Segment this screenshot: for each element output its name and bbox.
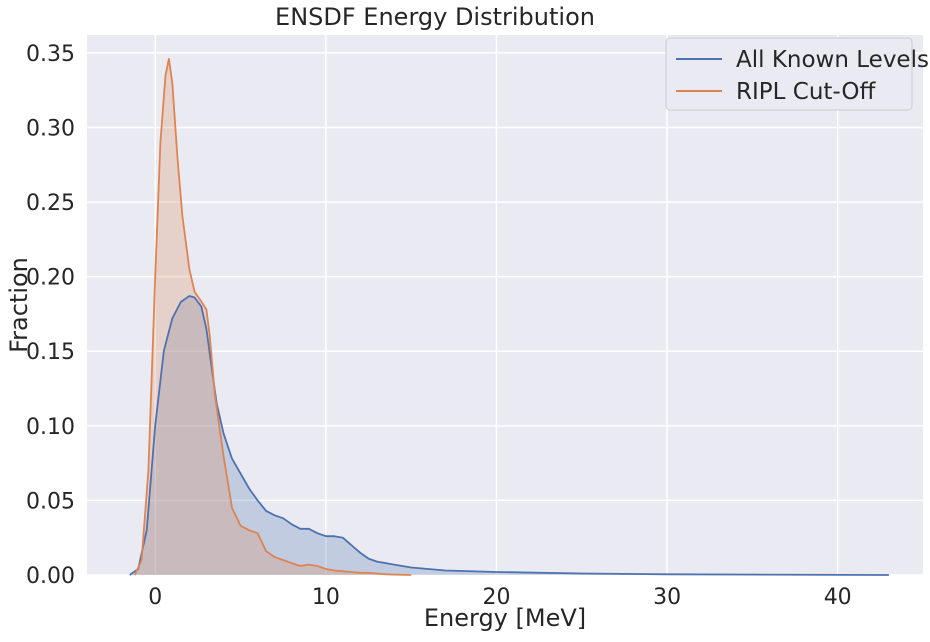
legend: All Known Levels RIPL Cut-Off xyxy=(665,37,929,111)
y-tick-label: 0.25 xyxy=(26,191,75,216)
legend-label-ripl-cut-off: RIPL Cut-Off xyxy=(736,79,876,105)
y-tick-label: 0.05 xyxy=(26,489,75,514)
plot-background xyxy=(87,35,923,575)
series-area-0 xyxy=(129,296,889,575)
x-tick-label: 40 xyxy=(824,585,852,610)
x-tick-label: 30 xyxy=(653,585,681,610)
x-tick-label: 10 xyxy=(312,585,340,610)
legend-label-all-known-levels: All Known Levels xyxy=(736,47,929,73)
series-line-0 xyxy=(129,295,889,576)
x-axis-title: Energy [MeV] xyxy=(424,604,586,632)
area-layer xyxy=(129,58,889,575)
tick-layer: 0 10 20 30 40 0.00 0.05 0.10 0.15 0.20 0.25 0.30 0.3… xyxy=(26,42,852,610)
y-axis-title: Fraction xyxy=(5,257,33,353)
y-tick-label: 0.15 xyxy=(26,340,75,365)
y-tick-label: 0.30 xyxy=(26,116,75,141)
series-area-1 xyxy=(134,58,412,575)
grid-layer xyxy=(87,35,923,576)
chart-title: ENSDF Energy Distribution xyxy=(275,3,595,31)
legend-box xyxy=(665,37,913,111)
x-tick-label: 20 xyxy=(482,585,510,610)
y-tick-label: 0.10 xyxy=(26,415,75,440)
y-tick-label: 0.20 xyxy=(26,266,75,291)
line-layer xyxy=(129,58,889,576)
x-tick-label: 0 xyxy=(148,585,162,610)
y-tick-label: 0.35 xyxy=(26,42,75,67)
y-tick-label: 0.00 xyxy=(26,564,75,589)
series-line-1 xyxy=(133,58,412,576)
